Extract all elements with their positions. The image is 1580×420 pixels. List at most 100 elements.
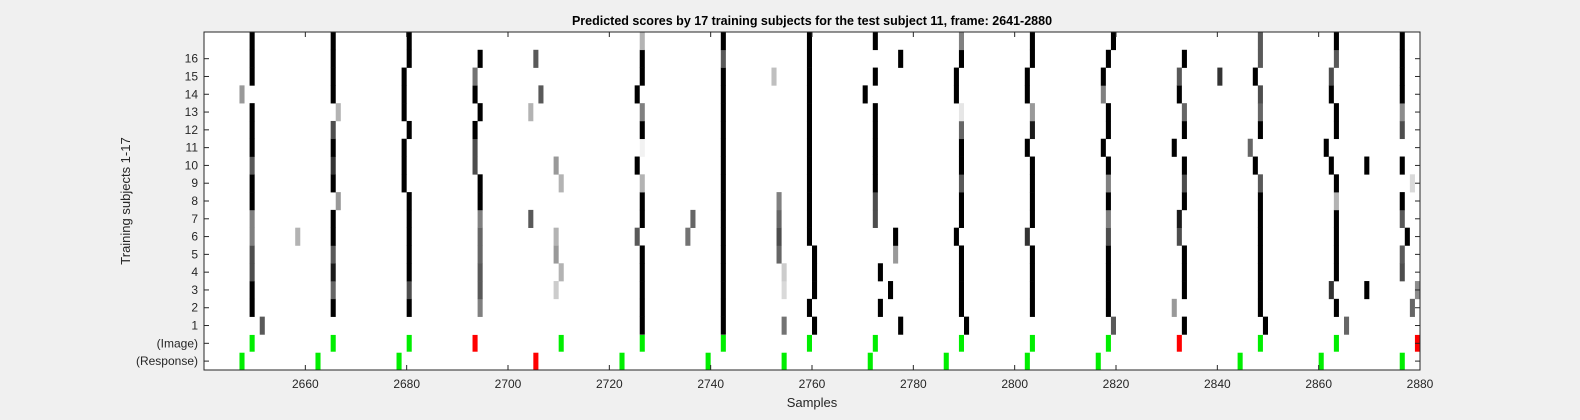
- score-cell: [958, 209, 964, 228]
- score-cell: [639, 49, 645, 68]
- score-cell: [1181, 281, 1187, 300]
- y-tick-label: 12: [185, 123, 199, 137]
- score-cell: [406, 120, 412, 140]
- score-cell: [1333, 103, 1339, 122]
- y-tick-label: 9: [191, 176, 198, 190]
- score-cell: [406, 209, 412, 228]
- image-event-cell: [1176, 334, 1182, 352]
- score-cell: [472, 138, 478, 157]
- score-cell: [1257, 209, 1263, 228]
- score-cell: [401, 138, 407, 157]
- score-cell: [958, 49, 964, 68]
- score-cell: [1247, 138, 1253, 157]
- score-cell: [1105, 263, 1111, 282]
- score-cell: [558, 263, 564, 282]
- score-cell: [1029, 174, 1035, 193]
- score-cell: [1029, 209, 1035, 228]
- y-tick-label: 14: [185, 87, 199, 101]
- score-cell: [1181, 120, 1187, 140]
- score-cell: [720, 138, 726, 157]
- score-cell: [472, 67, 478, 86]
- score-cell: [330, 263, 336, 282]
- score-cell: [533, 49, 539, 68]
- x-tick-label: 2880: [1407, 377, 1434, 391]
- score-cell: [1181, 103, 1187, 122]
- x-tick-label: 2780: [900, 377, 927, 391]
- score-cell: [720, 103, 726, 122]
- y-tick-label: 1: [191, 319, 198, 333]
- score-cell: [249, 298, 255, 317]
- score-cell: [812, 263, 818, 282]
- score-cell: [528, 103, 534, 122]
- score-cell: [720, 281, 726, 300]
- score-cell: [1105, 156, 1111, 175]
- score-cell: [812, 316, 818, 335]
- score-cell: [806, 103, 812, 122]
- score-cell: [720, 316, 726, 335]
- response-event-cell: [239, 352, 245, 370]
- x-tick-label: 2680: [393, 377, 420, 391]
- score-cell: [1399, 120, 1405, 140]
- score-cell: [1257, 227, 1263, 246]
- score-cell: [1029, 120, 1035, 140]
- score-cell: [477, 298, 483, 317]
- score-cell: [259, 316, 265, 335]
- score-cell: [477, 281, 483, 300]
- score-cell: [1029, 32, 1035, 51]
- score-cell: [249, 281, 255, 300]
- score-cell: [806, 209, 812, 228]
- score-cell: [958, 245, 964, 264]
- score-cell: [249, 103, 255, 122]
- score-cell: [528, 209, 534, 228]
- score-cell: [1029, 298, 1035, 317]
- score-cell: [477, 245, 483, 264]
- score-cell: [720, 227, 726, 246]
- score-cell: [639, 298, 645, 317]
- image-event-cell: [872, 334, 878, 352]
- response-event-cell: [1237, 352, 1243, 370]
- score-cell: [295, 227, 301, 246]
- score-cell: [1257, 174, 1263, 193]
- score-cell: [1328, 156, 1334, 175]
- score-cell: [477, 49, 483, 68]
- score-cell: [1024, 85, 1030, 104]
- image-event-cell: [639, 334, 645, 352]
- score-cell: [1328, 85, 1334, 104]
- score-cell: [330, 245, 336, 264]
- score-cell: [639, 316, 645, 335]
- score-cell: [812, 245, 818, 264]
- score-cell: [893, 227, 899, 246]
- score-cell: [720, 120, 726, 140]
- score-cell: [634, 85, 640, 104]
- score-cell: [1333, 120, 1339, 140]
- score-cell: [406, 227, 412, 246]
- score-cell: [806, 32, 812, 51]
- score-cell: [477, 192, 483, 211]
- score-cell: [720, 156, 726, 175]
- score-cell: [958, 138, 964, 157]
- y-tick-label: (Image): [157, 336, 198, 350]
- score-cell: [877, 263, 883, 282]
- score-cell: [639, 103, 645, 122]
- x-tick-label: 2700: [495, 377, 522, 391]
- score-cell: [1181, 245, 1187, 264]
- score-cell: [477, 209, 483, 228]
- score-cell: [477, 174, 483, 193]
- image-event-cell: [806, 334, 812, 352]
- score-cell: [1105, 298, 1111, 317]
- score-cell: [1399, 156, 1405, 175]
- score-cell: [872, 174, 878, 193]
- score-cell: [249, 138, 255, 157]
- response-event-cell: [533, 352, 539, 370]
- score-cell: [806, 85, 812, 104]
- chart-title: Predicted scores by 17 training subjects…: [572, 14, 1052, 28]
- score-cell: [553, 227, 559, 246]
- score-cell: [401, 103, 407, 122]
- score-cell: [1105, 49, 1111, 68]
- score-cell: [1105, 209, 1111, 228]
- image-event-cell: [472, 334, 478, 352]
- score-cell: [639, 209, 645, 228]
- score-cell: [472, 120, 478, 140]
- score-cell: [806, 298, 812, 317]
- response-event-cell: [396, 352, 402, 370]
